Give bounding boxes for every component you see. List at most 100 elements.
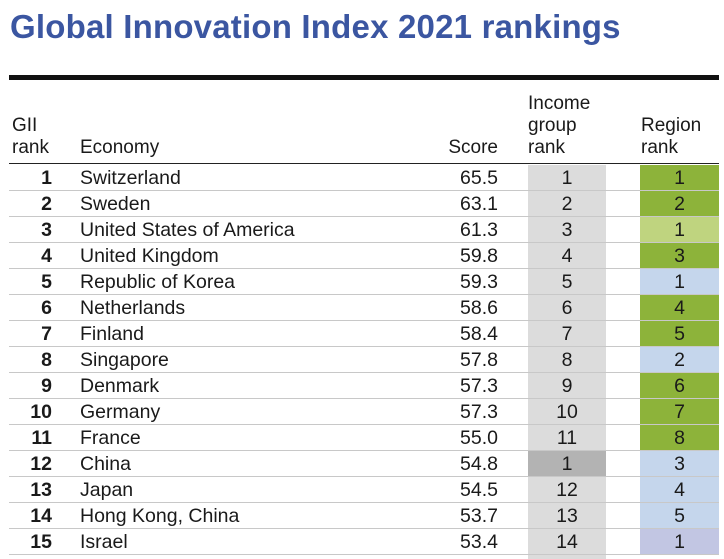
header-economy: Economy xyxy=(80,137,160,158)
row-divider xyxy=(9,268,719,269)
income-rank-cell-bg xyxy=(528,477,606,502)
gii-rank-cell: 4 xyxy=(41,245,52,267)
region-rank-cell-bg xyxy=(640,217,719,242)
table-row: 12 China 54.8 1 3 xyxy=(0,451,724,477)
region-rank-cell: 4 xyxy=(674,297,685,319)
region-rank-cell: 8 xyxy=(674,427,685,449)
table-row: 13 Japan 54.5 12 4 xyxy=(0,477,724,503)
region-rank-cell: 3 xyxy=(674,453,685,475)
income-rank-cell: 1 xyxy=(561,453,573,475)
table-row: 9 Denmark 57.3 9 6 xyxy=(0,373,724,399)
score-cell: 57.8 xyxy=(460,349,498,371)
region-rank-cell-bg xyxy=(640,243,719,268)
region-rank-cell-bg xyxy=(640,399,719,424)
region-rank-cell: 2 xyxy=(674,193,685,215)
score-cell: 58.4 xyxy=(460,323,498,345)
income-rank-cell: 11 xyxy=(556,427,578,449)
economy-cell: United Kingdom xyxy=(80,245,219,267)
income-rank-cell: 5 xyxy=(561,271,573,293)
title-rule xyxy=(9,75,719,80)
region-rank-cell: 6 xyxy=(674,375,685,397)
region-rank-cell-bg xyxy=(640,321,719,346)
region-rank-cell-bg xyxy=(640,165,719,190)
income-rank-cell-bg xyxy=(528,399,606,424)
table-row: 8 Singapore 57.8 8 2 xyxy=(0,347,724,373)
gii-rank-cell: 15 xyxy=(30,531,52,553)
economy-cell: Netherlands xyxy=(80,297,186,319)
region-rank-cell: 5 xyxy=(674,323,685,345)
header-region-line1: Region xyxy=(641,115,702,136)
score-cell: 57.3 xyxy=(460,401,498,423)
economy-cell: Republic of Korea xyxy=(80,271,236,293)
region-rank-cell: 2 xyxy=(674,349,685,371)
table-row: 7 Finland 58.4 7 5 xyxy=(0,321,724,347)
income-rank-cell-bg xyxy=(528,165,606,190)
row-divider xyxy=(9,372,719,373)
gii-rank-cell: 2 xyxy=(41,193,52,215)
region-rank-cell-bg xyxy=(640,529,719,554)
gii-rank-cell: 8 xyxy=(41,349,52,371)
income-rank-cell-bg xyxy=(528,451,606,476)
score-cell: 59.3 xyxy=(460,271,498,293)
economy-cell: Sweden xyxy=(80,193,151,215)
income-rank-cell: 14 xyxy=(556,531,578,553)
row-divider xyxy=(9,294,719,295)
table-row: 11 France 55.0 11 8 xyxy=(0,425,724,451)
region-rank-cell-bg xyxy=(640,347,719,372)
region-rank-cell: 1 xyxy=(674,271,685,293)
row-divider xyxy=(9,424,719,425)
region-rank-cell-bg xyxy=(640,503,719,528)
gii-rank-cell: 3 xyxy=(41,219,52,241)
table-row: 2 Sweden 63.1 2 2 xyxy=(0,191,724,217)
header-income-line2: group xyxy=(528,115,577,136)
row-divider xyxy=(9,346,719,347)
economy-cell: Denmark xyxy=(80,375,160,397)
income-rank-cell: 3 xyxy=(561,219,573,241)
row-divider xyxy=(9,476,719,477)
score-cell: 63.1 xyxy=(460,193,498,215)
row-divider xyxy=(9,528,719,529)
header-rule xyxy=(9,163,719,164)
income-rank-cell: 9 xyxy=(561,375,573,397)
economy-cell: Israel xyxy=(80,531,128,553)
income-rank-cell-bg xyxy=(528,191,606,216)
economy-cell: Hong Kong, China xyxy=(80,505,240,527)
region-rank-cell-bg xyxy=(640,269,719,294)
gii-rank-cell: 9 xyxy=(41,375,52,397)
gii-rank-cell: 10 xyxy=(30,401,52,423)
row-divider xyxy=(9,320,719,321)
score-cell: 54.8 xyxy=(460,453,498,475)
region-rank-cell: 1 xyxy=(674,219,685,241)
gii-rank-cell: 12 xyxy=(30,453,52,475)
income-rank-cell: 6 xyxy=(561,297,573,319)
score-cell: 58.6 xyxy=(460,297,498,319)
row-divider xyxy=(9,216,719,217)
gii-rank-cell: 7 xyxy=(41,323,52,345)
score-cell: 53.4 xyxy=(460,531,498,553)
region-rank-cell-bg xyxy=(640,191,719,216)
income-rank-cell-bg xyxy=(528,295,606,320)
region-rank-cell: 4 xyxy=(674,479,685,501)
gii-rank-cell: 14 xyxy=(30,505,52,527)
region-rank-cell: 1 xyxy=(674,167,685,189)
income-rank-cell: 4 xyxy=(561,245,573,267)
income-rank-cell: 7 xyxy=(561,323,573,345)
score-cell: 59.8 xyxy=(460,245,498,267)
table-row: 15 Israel 53.4 14 1 xyxy=(0,529,724,555)
income-rank-cell: 1 xyxy=(561,167,573,189)
gii-rank-cell: 13 xyxy=(30,479,52,501)
page-title: Global Innovation Index 2021 rankings xyxy=(10,8,621,45)
gii-rank-cell: 1 xyxy=(41,167,52,189)
income-rank-cell-bg xyxy=(528,347,606,372)
income-rank-cell-bg xyxy=(528,373,606,398)
header-region-line2: rank xyxy=(641,137,678,158)
score-cell: 61.3 xyxy=(460,219,498,241)
row-divider xyxy=(9,450,719,451)
header-income-line3: rank xyxy=(528,137,565,158)
income-rank-cell: 10 xyxy=(556,401,578,423)
region-rank-cell: 1 xyxy=(674,531,685,553)
row-divider xyxy=(9,190,719,191)
table-row: 1 Switzerland 65.5 1 1 xyxy=(0,165,724,191)
economy-cell: Japan xyxy=(80,479,134,501)
income-rank-cell-bg xyxy=(528,243,606,268)
